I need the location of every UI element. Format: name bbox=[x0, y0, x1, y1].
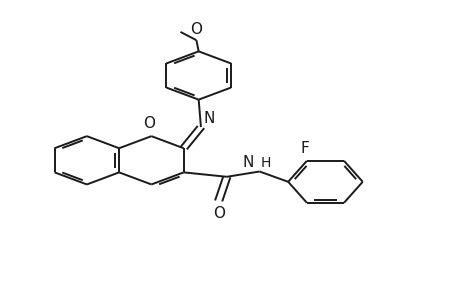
Text: F: F bbox=[300, 142, 308, 157]
Text: O: O bbox=[143, 116, 155, 131]
Text: O: O bbox=[212, 206, 224, 221]
Text: N: N bbox=[203, 111, 214, 126]
Text: N: N bbox=[242, 155, 253, 170]
Text: O: O bbox=[190, 22, 202, 37]
Text: H: H bbox=[260, 156, 270, 170]
